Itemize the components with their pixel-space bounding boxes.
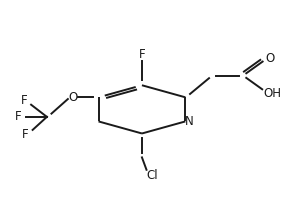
Text: OH: OH <box>263 87 282 100</box>
Text: F: F <box>15 110 21 123</box>
Text: F: F <box>21 94 28 107</box>
Text: O: O <box>265 52 275 65</box>
Text: Cl: Cl <box>147 169 159 182</box>
Text: O: O <box>68 91 77 104</box>
Text: N: N <box>185 115 194 128</box>
Text: F: F <box>22 128 29 141</box>
Text: F: F <box>139 48 145 61</box>
